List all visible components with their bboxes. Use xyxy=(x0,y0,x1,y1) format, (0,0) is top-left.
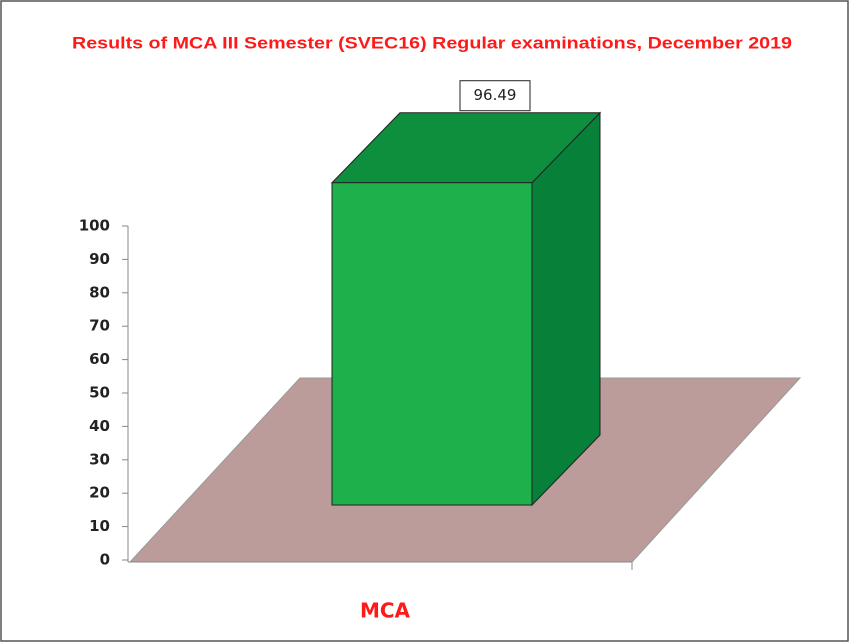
y-tick-label: 70 xyxy=(89,317,110,335)
y-tick-label: 20 xyxy=(89,484,110,502)
y-tick-label: 90 xyxy=(89,250,110,268)
value-label-box xyxy=(459,80,531,112)
y-tick-label: 80 xyxy=(89,283,110,301)
y-tick-label: 60 xyxy=(89,350,110,368)
value-label: 96.49 xyxy=(474,86,517,104)
y-tick-label: 50 xyxy=(89,384,110,402)
y-tick-label: 10 xyxy=(89,517,110,535)
x-tick-label: MCA xyxy=(360,599,411,623)
y-tick-label: 30 xyxy=(89,450,110,468)
chart-title: Results of MCA III Semester (SVEC16) Reg… xyxy=(72,33,792,52)
y-tick-label: 100 xyxy=(79,217,110,235)
y-tick-label: 40 xyxy=(89,417,110,435)
y-tick-label: 0 xyxy=(100,551,110,569)
bar xyxy=(331,182,533,506)
